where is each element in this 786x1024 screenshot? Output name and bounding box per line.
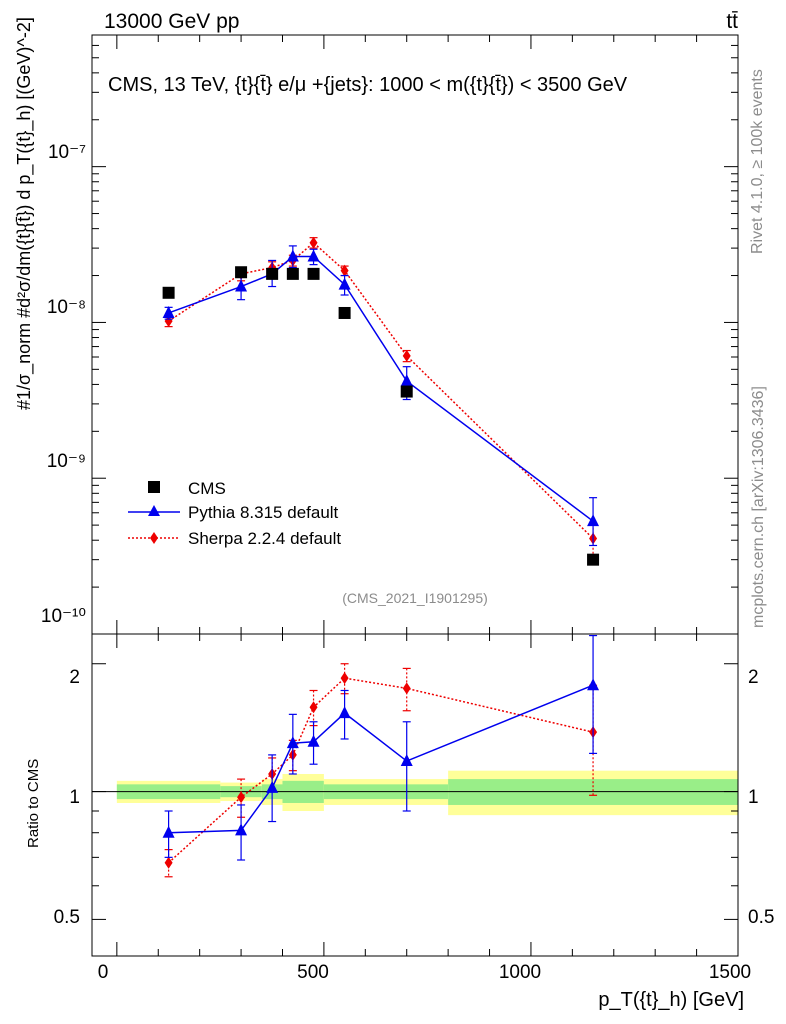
ratio-x-tick-labels: 0 500 1000 1500 [98, 962, 751, 983]
main-y-ticks [92, 34, 738, 635]
ratio-sherpa-point [309, 701, 318, 714]
ratio-ytick-label-right-1: 1 [748, 787, 759, 808]
beam-label: 13000 GeV pp [104, 10, 239, 33]
ratio-frame [91, 633, 739, 957]
ratio-panel: 0.5 1 2 0.5 1 2 0 500 1000 1500 Ratio to… [25, 633, 775, 1011]
ratio-x-ticks [116, 634, 739, 956]
main-pythia-triangle-series [162, 245, 600, 547]
main-pythia-point [162, 305, 175, 318]
ratio-ytick-label-1: 1 [69, 787, 80, 808]
mcplots-label: mcplots.cern.ch [arXiv:1306.3436] [750, 386, 767, 628]
xtick-label-1000: 1000 [499, 962, 541, 983]
main-pythia-point [307, 249, 320, 262]
main-series-layer [162, 236, 600, 566]
main-cms-point [307, 267, 320, 280]
analysis-watermark: (CMS_2021_I1901295) [342, 590, 488, 606]
main-pythia-series-line [168, 255, 594, 522]
main-pythia-point [286, 249, 299, 262]
legend-pythia-marker [148, 505, 160, 516]
ratio-pythia-point [307, 734, 320, 747]
main-pythia-point [587, 514, 600, 527]
main-ytick-label-1e-9: 10⁻⁹ [47, 451, 86, 472]
ratio-pythia-point [400, 754, 413, 767]
ratio-ytick-label-2: 2 [69, 667, 80, 688]
ratio-ytick-label-right-2: 2 [748, 667, 759, 688]
main-y-axis-label: #1/σ_norm #d²σ/dm({t}{t̄}) d p_T({t}_h) … [14, 17, 35, 410]
xtick-label-0: 0 [98, 962, 109, 983]
main-ytick-label-1e-8: 10⁻⁸ [47, 297, 86, 318]
main-cms-point [235, 266, 248, 279]
main-sherpa-point [340, 264, 349, 277]
main-pythia-point [235, 279, 248, 292]
ratio-y-ticks [92, 663, 738, 920]
xtick-label-500: 500 [297, 962, 329, 983]
legend-sherpa-marker [150, 532, 158, 544]
ratio-sherpa-diamond-series [164, 663, 598, 878]
legend-cms-marker [148, 481, 160, 493]
ratio-pythia-point [338, 706, 351, 719]
x-axis-label: p_T({t}_h) [GeV] [598, 989, 744, 1011]
ratio-pythia-point [162, 825, 175, 838]
ratio-pythia-point [266, 780, 279, 793]
main-ytick-label-1e-7: 10⁻⁷ [48, 142, 86, 163]
ratio-ytick-label-0.5: 0.5 [54, 907, 80, 928]
main-x-ticks [116, 35, 739, 634]
main-sherpa-point [402, 349, 411, 362]
main-title: CMS, 13 TeV, {t}{t̄} e/μ +{jets}: 1000 <… [108, 74, 628, 96]
process-label: tt̄ [726, 10, 738, 33]
ratio-ytick-label-right-0.5: 0.5 [748, 907, 774, 928]
ratio-pythia-point [286, 736, 299, 749]
ratio-uncertainty-bands [116, 770, 738, 816]
ratio-pythia-point [587, 678, 600, 691]
legend-pythia-label: Pythia 8.315 default [188, 503, 339, 522]
main-cms-square-series [162, 266, 600, 566]
rivet-label: Rivet 4.1.0, ≥ 100k events [749, 69, 766, 254]
main-sherpa-series-line [168, 241, 594, 540]
ratio-y-axis-label: Ratio to CMS [25, 759, 42, 848]
ratio-pythia-point [235, 823, 248, 836]
ratio-pythia-triangle-series [162, 634, 600, 861]
ratio-pythia-series-line [168, 684, 594, 834]
main-cms-point [338, 306, 351, 319]
main-pythia-point [400, 374, 413, 387]
main-ytick-label-1e-10: 10⁻¹⁰ [41, 606, 86, 627]
main-cms-point [587, 553, 600, 566]
ratio-sherpa-point [402, 682, 411, 695]
legend-cms-label: CMS [188, 479, 226, 498]
xtick-label-1500: 1500 [709, 962, 751, 983]
legend: CMS Pythia 8.315 default Sherpa 2.2.4 de… [128, 479, 341, 548]
main-pythia-point [338, 277, 351, 290]
ratio-sherpa-series-line [168, 677, 594, 864]
ratio-sherpa-point [164, 856, 173, 869]
main-sherpa-point [164, 315, 173, 328]
main-cms-point [266, 267, 279, 280]
main-cms-point [286, 267, 299, 280]
main-cms-point [400, 385, 413, 398]
ratio-sherpa-point [340, 672, 349, 685]
ratio-sherpa-point [237, 791, 246, 804]
main-sherpa-point [309, 236, 318, 249]
ratio-y-tick-labels: 0.5 1 2 0.5 1 2 [54, 667, 775, 928]
legend-sherpa-label: Sherpa 2.2.4 default [188, 529, 341, 548]
main-panel: 10⁻⁷ 10⁻⁸ 10⁻⁹ 10⁻¹⁰ CMS, 13 TeV, {t}{t̄… [14, 17, 739, 635]
main-cms-point [162, 286, 175, 299]
main-y-tick-labels: 10⁻⁷ 10⁻⁸ 10⁻⁹ 10⁻¹⁰ [41, 142, 86, 627]
ratio-series-layer [162, 634, 600, 878]
